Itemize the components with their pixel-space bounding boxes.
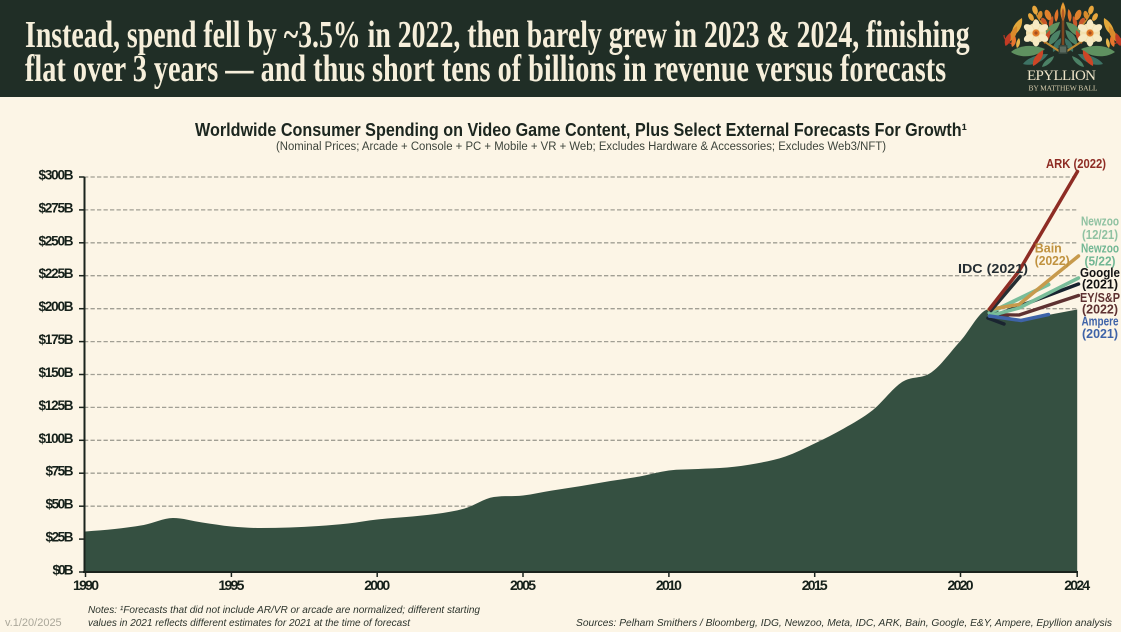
svg-text:2005: 2005	[510, 577, 536, 593]
svg-text:(5/22): (5/22)	[1085, 255, 1116, 269]
svg-text:v.1/20/2025: v.1/20/2025	[5, 617, 62, 629]
svg-text:(Nominal Prices; Arcade + Cons: (Nominal Prices; Arcade + Console + PC +…	[276, 141, 886, 153]
svg-text:(2021): (2021)	[1082, 278, 1118, 292]
svg-text:BY MATTHEW BALL: BY MATTHEW BALL	[1029, 84, 1098, 93]
svg-text:Ampere: Ampere	[1082, 315, 1119, 329]
svg-text:(2022): (2022)	[1082, 303, 1118, 317]
svg-text:$0B: $0B	[53, 563, 74, 578]
svg-text:$75B: $75B	[46, 464, 74, 479]
svg-text:ARK (2022): ARK (2022)	[1046, 157, 1106, 171]
svg-text:$300B: $300B	[39, 168, 74, 183]
svg-text:Newzoo: Newzoo	[1081, 242, 1119, 256]
svg-text:2000: 2000	[364, 577, 390, 593]
svg-text:EY/S&P: EY/S&P	[1080, 291, 1120, 305]
svg-text:2024: 2024	[1064, 577, 1090, 593]
svg-text:$100B: $100B	[39, 431, 74, 446]
svg-text:$25B: $25B	[46, 530, 74, 545]
svg-text:$150B: $150B	[39, 365, 74, 380]
svg-text:Google: Google	[1080, 266, 1120, 280]
svg-text:2020: 2020	[948, 577, 974, 593]
svg-text:$125B: $125B	[39, 398, 74, 413]
svg-text:values in 2021 reflects differ: values in 2021 reflects different estima…	[88, 618, 411, 629]
svg-text:(12/21): (12/21)	[1082, 228, 1118, 242]
svg-text:IDC (2021): IDC (2021)	[958, 262, 1028, 276]
svg-text:(2021): (2021)	[1082, 327, 1118, 341]
svg-text:EPYLLION: EPYLLION	[1027, 68, 1099, 84]
svg-text:2010: 2010	[656, 577, 682, 593]
svg-text:$200B: $200B	[39, 299, 74, 314]
svg-text:Worldwide Consumer Spending on: Worldwide Consumer Spending on Video Gam…	[195, 120, 967, 140]
svg-text:1995: 1995	[218, 577, 244, 593]
svg-text:(2022): (2022)	[1035, 254, 1070, 268]
svg-text:Bain: Bain	[1035, 242, 1062, 256]
svg-text:Notes: ¹Forecasts that did not: Notes: ¹Forecasts that did not include A…	[88, 605, 480, 616]
svg-text:2015: 2015	[802, 577, 828, 593]
svg-text:$50B: $50B	[46, 497, 74, 512]
svg-text:$225B: $225B	[39, 266, 74, 281]
svg-text:$250B: $250B	[39, 233, 74, 248]
svg-text:1990: 1990	[73, 577, 99, 593]
svg-text:$175B: $175B	[39, 332, 74, 347]
svg-text:$275B: $275B	[39, 200, 74, 215]
svg-text:Sources: Pelham Smithers / Blo: Sources: Pelham Smithers / Bloomberg, ID…	[576, 618, 1112, 629]
svg-text:Newzoo: Newzoo	[1081, 215, 1119, 229]
